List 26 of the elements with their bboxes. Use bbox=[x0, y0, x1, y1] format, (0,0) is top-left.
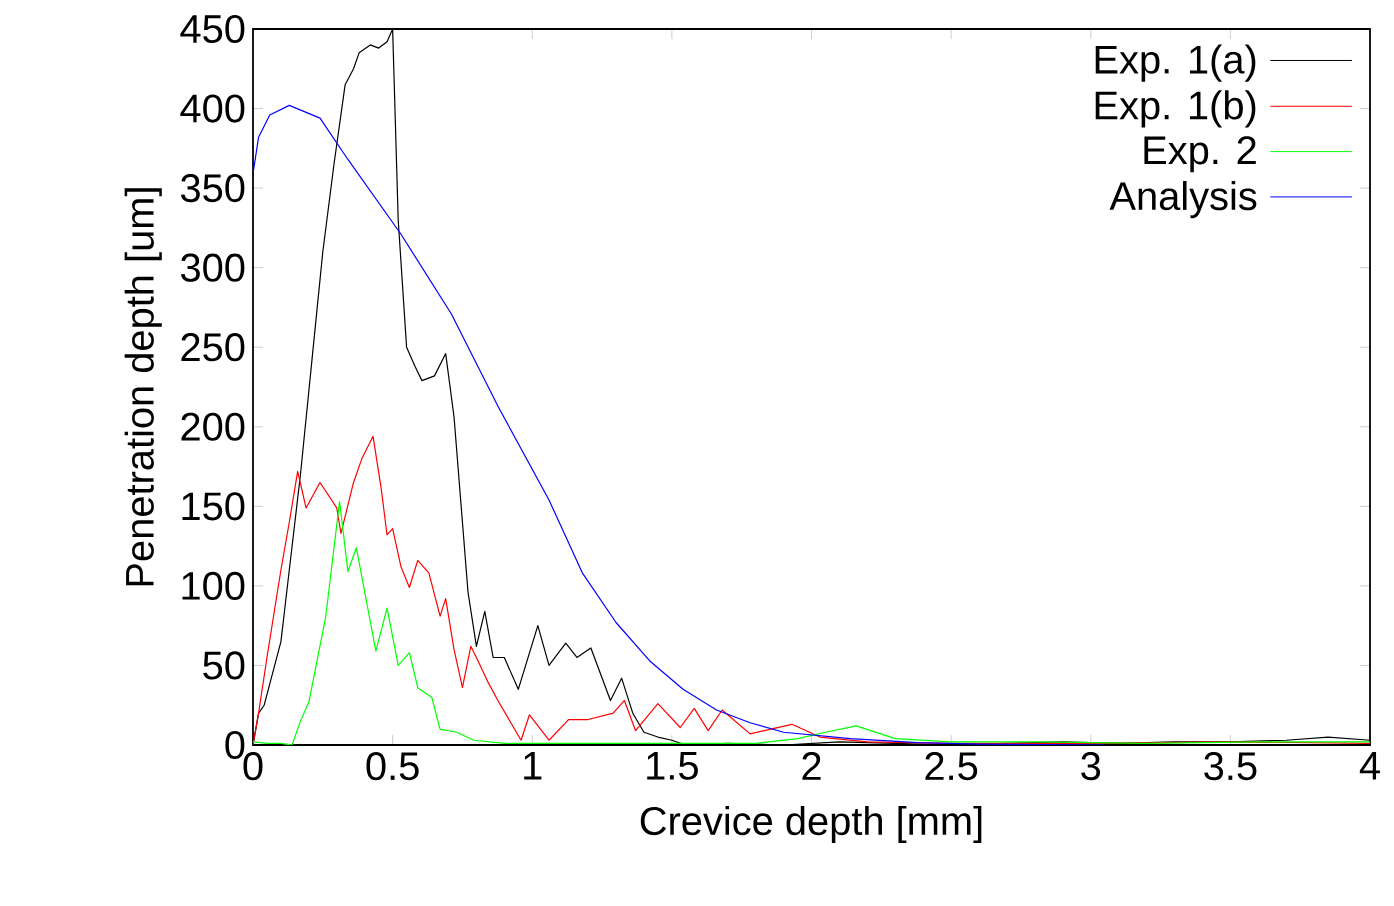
legend-label: Analysis bbox=[1109, 180, 1257, 219]
x-tick-label: 2 bbox=[802, 752, 821, 780]
y-tick-label: 50 bbox=[203, 651, 245, 680]
x-tick-label: 0 bbox=[243, 752, 263, 781]
y-tick-label: 0 bbox=[225, 730, 245, 760]
x-tick-label: 1 bbox=[524, 752, 542, 780]
legend-label: Exp. 1(b) bbox=[1095, 90, 1256, 128]
legend-label: Exp. 2 bbox=[1144, 136, 1256, 173]
x-tick-label: 2.5 bbox=[925, 752, 978, 781]
y-tick-label: 450 bbox=[180, 14, 245, 44]
y-tick-label: 200 bbox=[181, 412, 245, 441]
y-tick-label: 350 bbox=[181, 174, 245, 203]
x-axis-title: Crevice depth [mm] bbox=[640, 805, 982, 844]
line-series bbox=[253, 435, 1370, 745]
y-axis-title: Penetration depth [um] bbox=[124, 188, 162, 586]
x-tick-label: 3 bbox=[1081, 752, 1101, 781]
y-tick-label: 400 bbox=[180, 94, 245, 123]
y-tick-label: 250 bbox=[181, 333, 245, 362]
x-tick-label: 3.5 bbox=[1204, 752, 1257, 781]
x-tick-label: 4 bbox=[1359, 752, 1380, 780]
y-tick-label: 300 bbox=[181, 253, 245, 282]
x-tick-label: 0.5 bbox=[366, 752, 419, 781]
y-tick-label: 100 bbox=[182, 571, 245, 600]
y-tick-label: 150 bbox=[182, 492, 245, 521]
x-tick-label: 1.5 bbox=[647, 752, 698, 780]
legend-label: Exp. 1(a) bbox=[1095, 44, 1256, 82]
